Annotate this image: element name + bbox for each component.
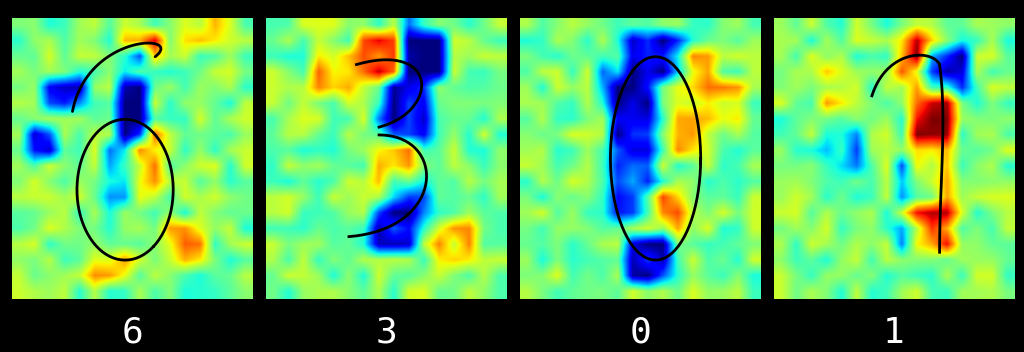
- Text: 3: 3: [375, 316, 397, 350]
- Text: 1: 1: [883, 316, 905, 350]
- Text: 6: 6: [121, 316, 143, 350]
- Text: 0: 0: [629, 316, 651, 350]
